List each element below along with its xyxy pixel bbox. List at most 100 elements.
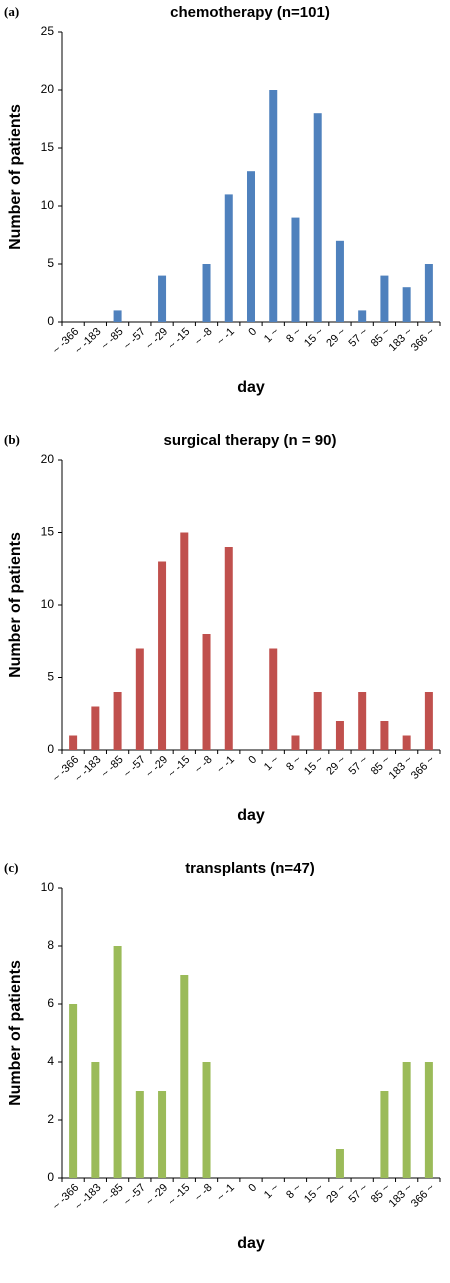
x-tick-label: ~ -57 — [122, 326, 148, 352]
transplants-chart-panel: (c) transplants (n=47) 0 2 4 6 8 10 ~ -366 ~ -1… — [0, 856, 450, 1276]
bar — [158, 561, 167, 750]
bar — [402, 1062, 411, 1178]
y-tick-label: 0 — [47, 742, 54, 756]
x-tick-label: ~ -85 — [99, 326, 125, 352]
chart-title: chemotherapy (n=101) — [170, 4, 330, 21]
x-tick-label: ~ -29 — [144, 1182, 170, 1208]
x-tick-label: ~ -1 — [215, 754, 237, 776]
bar — [113, 946, 122, 1178]
bar — [358, 310, 367, 322]
x-tick-label: 0 — [246, 326, 259, 339]
bar — [380, 275, 389, 322]
x-tick-label: ~ -57 — [122, 1182, 148, 1208]
x-tick-label: ~ -85 — [99, 1182, 125, 1208]
chemotherapy-chart-panel: (a) chemotherapy (n=101) 0 5 10 15 20 25 ~ -36… — [0, 0, 450, 420]
x-tick-label: ~ -29 — [144, 754, 170, 780]
x-tick-label: 366 ~ — [409, 326, 437, 354]
y-tick-label: 10 — [41, 597, 55, 611]
bar — [291, 217, 300, 322]
x-tick-label: 29 ~ — [324, 326, 348, 350]
bar — [380, 1091, 389, 1178]
y-tick-label: 10 — [41, 880, 55, 894]
bar — [335, 1149, 344, 1178]
y-tick-label: 15 — [41, 140, 55, 154]
bar — [402, 735, 411, 750]
bar — [246, 171, 256, 322]
x-tick-label: 1 ~ — [262, 1182, 282, 1202]
bar — [313, 113, 322, 322]
bar — [180, 532, 189, 750]
y-tick-label: 25 — [41, 24, 55, 38]
bar — [224, 547, 233, 750]
x-tick-label: 15 ~ — [302, 754, 326, 778]
bar — [335, 240, 344, 322]
x-tick-label: 183 ~ — [387, 1182, 415, 1210]
x-tick-label: ~ -15 — [166, 326, 192, 352]
x-tick-label: 1 ~ — [262, 326, 282, 346]
bar — [402, 287, 411, 322]
y-axis-title: Number of patients — [7, 104, 24, 250]
bar — [91, 706, 100, 750]
panel-letter: (a) — [4, 4, 20, 19]
x-tick-label: 1 ~ — [262, 754, 282, 774]
bar — [424, 1062, 433, 1178]
x-tick-label: ~ -1 — [215, 1182, 237, 1204]
y-tick-label: 8 — [47, 938, 54, 952]
x-tick-label: 366 ~ — [409, 1182, 437, 1210]
x-tick-label: ~ -29 — [144, 326, 170, 352]
bar — [158, 1091, 167, 1178]
x-tick-label: 8 ~ — [284, 754, 304, 774]
bar — [424, 264, 433, 322]
x-tick-label: 0 — [246, 1182, 259, 1195]
bar — [69, 735, 78, 750]
bar — [69, 1004, 78, 1178]
bar — [335, 721, 344, 750]
x-tick-label: ~ -8 — [193, 326, 215, 348]
x-tick-label: ~ -57 — [122, 754, 148, 780]
bar — [269, 90, 278, 322]
chart-title: surgical therapy (n = 90) — [163, 432, 337, 449]
x-tick-label: ~ -8 — [193, 1182, 215, 1204]
bar — [424, 692, 433, 750]
x-axis-title: day — [237, 807, 265, 824]
x-tick-label: ~ -15 — [166, 1182, 192, 1208]
x-tick-label: ~ -15 — [166, 754, 192, 780]
x-tick-label: 8 ~ — [284, 1182, 304, 1202]
bar — [380, 721, 389, 750]
y-tick-label: 15 — [41, 525, 55, 539]
y-tick-label: 20 — [41, 452, 55, 466]
y-axis-title: Number of patients — [7, 960, 24, 1106]
x-tick-label: ~ -8 — [193, 754, 215, 776]
panel-letter: (b) — [4, 432, 20, 447]
bar — [158, 275, 167, 322]
x-axis-title: day — [237, 1235, 265, 1252]
x-tick-label: 57 ~ — [347, 754, 371, 778]
bar — [358, 692, 367, 750]
x-tick-label: 15 ~ — [302, 1182, 326, 1206]
bar — [313, 692, 322, 750]
bar — [113, 310, 122, 322]
x-axis-title: day — [237, 379, 265, 396]
x-tick-label: 57 ~ — [347, 1182, 371, 1206]
x-tick-label: 29 ~ — [324, 754, 348, 778]
bar — [269, 648, 278, 750]
surgical-therapy-chart-panel: (b) surgical therapy (n = 90) 0 5 10 15 20 ~ … — [0, 428, 450, 848]
y-axis-title: Number of patients — [7, 532, 24, 678]
x-tick-label: 15 ~ — [302, 326, 326, 350]
y-tick-label: 5 — [47, 256, 54, 270]
bar — [202, 264, 211, 322]
x-tick-label: 29 ~ — [324, 1182, 348, 1206]
x-tick-label: ~ -85 — [99, 754, 125, 780]
y-tick-label: 0 — [47, 1170, 54, 1184]
bar — [91, 1062, 100, 1178]
x-tick-label: 183 ~ — [387, 754, 415, 782]
bar — [135, 648, 144, 750]
x-tick-label: 366 ~ — [409, 754, 437, 782]
x-tick-label: ~ -1 — [215, 326, 237, 348]
x-tick-label: 8 ~ — [284, 326, 304, 346]
y-tick-label: 6 — [47, 996, 54, 1010]
bar — [180, 975, 189, 1178]
bar — [224, 194, 233, 322]
